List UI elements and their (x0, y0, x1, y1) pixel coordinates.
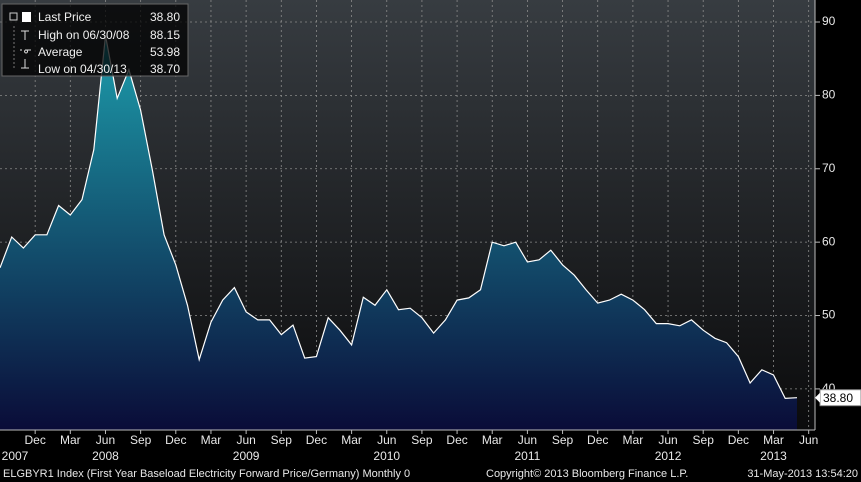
x-tick-label: Jun (96, 433, 115, 447)
y-tick-label: 50 (822, 308, 836, 322)
y-tick-label: 90 (822, 14, 836, 28)
x-tick-label: Sep (130, 433, 152, 447)
x-tick-label: Dec (446, 433, 467, 447)
x-tick-label: Sep (693, 433, 715, 447)
x-tick-label: Jun (518, 433, 537, 447)
x-year-label: 2012 (655, 449, 682, 463)
legend-value: 88.15 (150, 28, 180, 42)
legend-swatch (22, 12, 31, 22)
y-tick-label: 80 (822, 88, 836, 102)
x-year-label: 2011 (514, 449, 540, 463)
legend-icon (9, 12, 18, 21)
x-tick-label: Mar (60, 433, 81, 447)
timestamp: 31-May-2013 13:54:20 (747, 468, 858, 480)
x-year-label: 2009 (233, 449, 260, 463)
legend-box (1, 3, 189, 77)
x-tick-label: Jun (799, 433, 818, 447)
x-tick-label: Jun (377, 433, 396, 447)
legend-label: Low on 04/30/13 (38, 62, 127, 76)
y-tick-label: 60 (822, 234, 836, 248)
legend-label: High on 06/30/08 (38, 28, 130, 42)
x-year-label: 2013 (760, 449, 787, 463)
x-tick-label: Dec (165, 433, 186, 447)
x-year-label: 2007 (2, 449, 29, 463)
x-year-label: 2008 (92, 449, 119, 463)
x-tick-label: Dec (587, 433, 608, 447)
legend-value: 53.98 (150, 45, 180, 59)
x-tick-label: Sep (271, 433, 293, 447)
x-tick-label: Mar (482, 433, 503, 447)
x-tick-label: Dec (24, 433, 45, 447)
x-tick-label: Sep (411, 433, 433, 447)
last-price-pointer (815, 392, 820, 403)
x-tick-label: Dec (728, 433, 749, 447)
copyright: Copyright© 2013 Bloomberg Finance L.P. (486, 468, 688, 480)
last-price-label: 38.80 (823, 391, 853, 405)
x-tick-label: Mar (623, 433, 644, 447)
x-tick-label: Mar (341, 433, 362, 447)
x-tick-label: Jun (236, 433, 255, 447)
legend-value: 38.80 (150, 10, 180, 24)
x-tick-label: Mar (763, 433, 784, 447)
legend-label: Last Price (38, 10, 92, 24)
marks (0, 35, 798, 430)
x-tick-label: Dec (306, 433, 327, 447)
x-tick-label: Sep (552, 433, 574, 447)
area (0, 35, 797, 430)
legend-label: Average (38, 45, 83, 59)
x-tick-label: Jun (658, 433, 677, 447)
legend: Last Price 38.80 High on 06/30/08 88.15 … (1, 3, 189, 77)
x-year-label: 2010 (373, 449, 400, 463)
legend-value: 38.70 (150, 62, 180, 76)
line (0, 35, 798, 400)
series-description: ELGBYR1 Index (First Year Baseload Elect… (3, 468, 410, 480)
x-tick-label: Mar (201, 433, 222, 447)
legend-icons (20, 30, 31, 69)
y-tick-label: 70 (822, 161, 836, 175)
